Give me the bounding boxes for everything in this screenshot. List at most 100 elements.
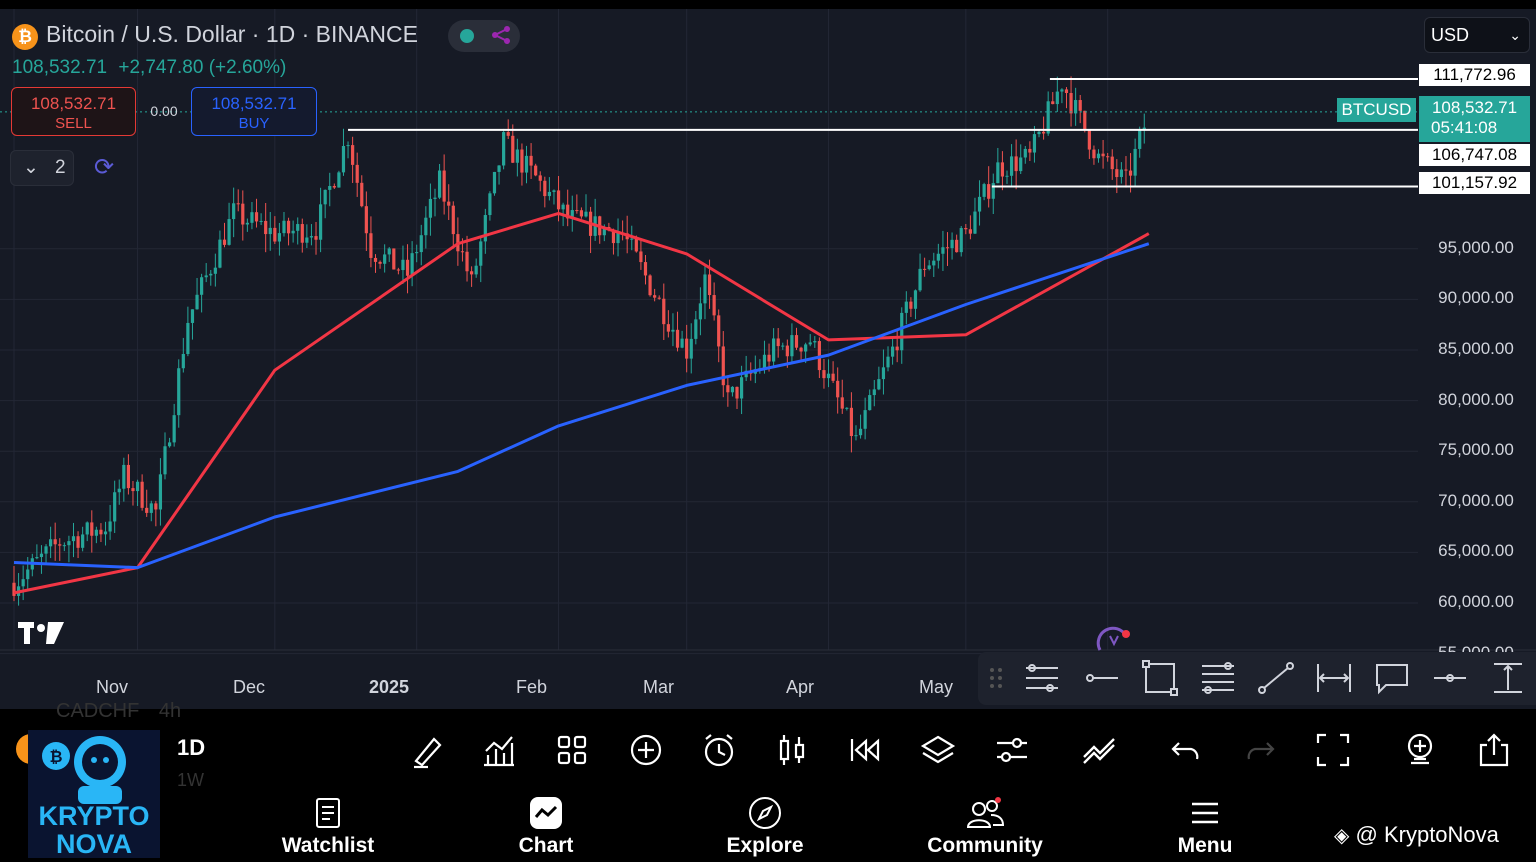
candle-body bbox=[890, 346, 895, 357]
alert-icon[interactable] bbox=[700, 731, 738, 769]
candle-body bbox=[964, 228, 968, 230]
share-link-icon[interactable] bbox=[486, 24, 516, 48]
candle-body bbox=[602, 226, 606, 236]
timeframe-button[interactable]: 1D bbox=[177, 735, 206, 760]
fib-retracement-icon[interactable] bbox=[1198, 660, 1238, 696]
candle-body bbox=[781, 345, 785, 347]
level-tag-high[interactable]: 111,772.96 bbox=[1419, 64, 1530, 86]
trend-line-icon[interactable] bbox=[1256, 660, 1296, 696]
candle-body bbox=[909, 301, 913, 309]
settings-icon[interactable] bbox=[993, 731, 1031, 769]
candle-body bbox=[296, 224, 300, 231]
candle-body bbox=[131, 488, 135, 492]
add-symbol-icon[interactable] bbox=[1401, 731, 1439, 769]
candle-body bbox=[401, 259, 405, 271]
candle-body bbox=[186, 322, 190, 355]
nav-community[interactable]: Community bbox=[920, 796, 1050, 858]
chart-icon bbox=[530, 797, 562, 829]
price-chart[interactable] bbox=[0, 9, 1536, 709]
candle-body bbox=[305, 237, 309, 243]
nav-chart-label: Chart bbox=[518, 834, 574, 857]
candle-body bbox=[1069, 92, 1073, 114]
level-tag-mid[interactable]: 106,747.08 bbox=[1419, 144, 1530, 166]
sell-button[interactable]: 108,532.71 SELL bbox=[11, 87, 136, 136]
candle-body bbox=[826, 373, 831, 379]
candle-body bbox=[195, 294, 199, 310]
candle-body bbox=[26, 569, 30, 580]
candle-body bbox=[241, 203, 245, 225]
level-tag-low[interactable]: 101,157.92 bbox=[1419, 172, 1530, 194]
candle-body bbox=[1115, 169, 1119, 178]
ghost-timeframe: 1W bbox=[177, 770, 204, 790]
candle-body bbox=[268, 227, 272, 235]
chevron-down-icon: ⌄ bbox=[1509, 27, 1521, 43]
templates-icon[interactable] bbox=[553, 731, 591, 769]
candle-body bbox=[762, 354, 767, 369]
fullscreen-icon[interactable] bbox=[1314, 731, 1352, 769]
candle-body bbox=[328, 185, 332, 190]
callout-icon[interactable] bbox=[1372, 660, 1412, 696]
moving-average-line bbox=[13, 211, 1150, 595]
candle-body bbox=[351, 145, 355, 165]
candle-body bbox=[492, 171, 497, 194]
candle-body bbox=[149, 503, 153, 513]
indicators-collapse-button[interactable]: ⌄ 2 bbox=[10, 150, 74, 186]
candle-body bbox=[721, 346, 725, 386]
market-open-dot-icon bbox=[460, 29, 474, 43]
nav-watchlist[interactable]: Watchlist bbox=[263, 796, 393, 858]
candle-body bbox=[726, 385, 730, 393]
bar-type-icon[interactable] bbox=[773, 731, 811, 769]
time-label-2025: 2025 bbox=[369, 677, 410, 697]
price-range-icon[interactable] bbox=[1488, 660, 1528, 696]
candle-body bbox=[794, 335, 799, 348]
candle-body bbox=[534, 165, 538, 176]
candle-body bbox=[1124, 169, 1128, 171]
magic-icon[interactable] bbox=[1096, 626, 1132, 652]
rectangle-icon[interactable] bbox=[1140, 660, 1180, 696]
ghost-symbol-text: CADCHF bbox=[56, 700, 140, 722]
time-label-mar: Mar bbox=[643, 677, 674, 697]
watchlist-icon bbox=[316, 798, 340, 828]
buy-button[interactable]: 108,532.71 BUY bbox=[191, 87, 317, 136]
undo-icon[interactable] bbox=[1167, 731, 1205, 769]
nav-explore[interactable]: Explore bbox=[700, 796, 830, 858]
candle-body bbox=[616, 233, 620, 244]
horizontal-line-icon[interactable] bbox=[1430, 660, 1470, 696]
candle-body bbox=[442, 170, 446, 202]
date-range-icon[interactable] bbox=[1314, 660, 1354, 696]
candle-body bbox=[991, 183, 995, 199]
binance-icon: ◈ bbox=[1334, 825, 1350, 847]
currency-select[interactable]: USD ⌄ bbox=[1424, 17, 1530, 53]
candle-body bbox=[67, 541, 71, 546]
brush-icon[interactable] bbox=[408, 731, 446, 769]
last-price: 108,532.71 bbox=[12, 57, 108, 78]
drag-handle-icon[interactable] bbox=[986, 660, 1006, 696]
sync-icon[interactable]: ⟳ bbox=[93, 154, 115, 181]
share-icon[interactable] bbox=[1475, 731, 1513, 769]
add-icon[interactable] bbox=[627, 731, 665, 769]
candle-body bbox=[877, 379, 881, 390]
candle-body bbox=[39, 553, 44, 558]
candle-body bbox=[94, 529, 98, 536]
current-price-tag: 108,532.71 05:41:08 bbox=[1419, 96, 1530, 142]
price-axis-label: 80,000.00 bbox=[1438, 389, 1514, 409]
parallel-channel-icon[interactable] bbox=[1022, 660, 1062, 696]
candle-body bbox=[122, 464, 126, 489]
symbol-title[interactable]: Bitcoin / U.S. Dollar · 1D · BINANCE bbox=[46, 21, 418, 47]
candle-body bbox=[264, 220, 268, 235]
candle-body bbox=[373, 257, 378, 262]
candle-body bbox=[424, 217, 428, 236]
candle-body bbox=[643, 262, 648, 276]
candle-body bbox=[1014, 156, 1018, 172]
nav-menu[interactable]: Menu bbox=[1140, 796, 1270, 858]
candle-body bbox=[524, 155, 529, 173]
compare-icon[interactable] bbox=[1080, 731, 1118, 769]
layers-icon[interactable] bbox=[919, 731, 957, 769]
candle-body bbox=[858, 428, 863, 436]
horizontal-ray-icon[interactable] bbox=[1082, 660, 1122, 696]
nav-chart[interactable]: Chart bbox=[481, 796, 611, 858]
candle-body bbox=[1032, 134, 1037, 153]
replay-icon[interactable] bbox=[846, 731, 884, 769]
indicators-icon[interactable] bbox=[480, 731, 518, 769]
candle-body bbox=[190, 309, 195, 323]
